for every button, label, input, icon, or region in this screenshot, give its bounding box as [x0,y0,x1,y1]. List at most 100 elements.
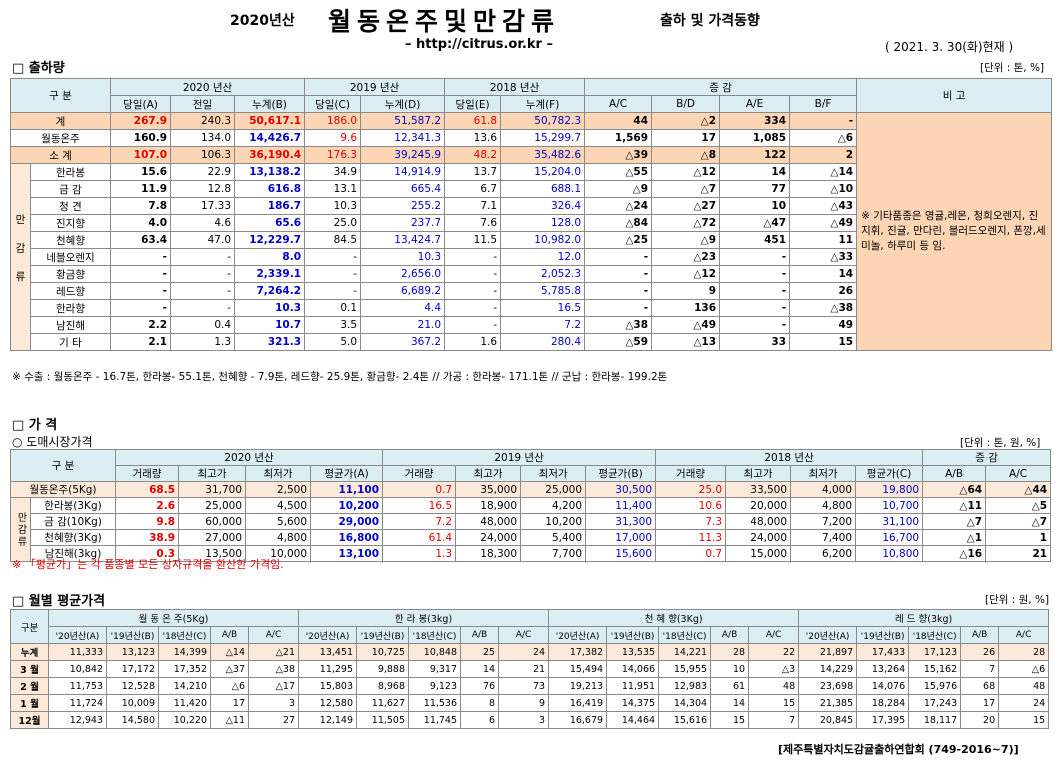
cell: △84 [584,214,653,232]
cell: 8,968 [356,677,410,695]
cell: 267.9 [110,112,172,130]
cell: 1,085 [719,129,791,147]
cell: 280.4 [500,333,586,351]
cell: - [110,299,172,317]
doc-subtitle: 출하 및 가격동향 [660,13,760,29]
cell: 11,536 [408,694,462,712]
cell: 36,190.4 [234,146,306,164]
cell: 31,100 [855,513,924,530]
cell: - [719,316,791,334]
cell: 23,698 [798,677,858,695]
cell: △55 [584,163,653,181]
cell: 21 [985,545,1052,562]
cell: 11.9 [110,180,172,198]
cell: 24,000 [725,529,792,546]
cell: 26 [789,282,858,300]
cell: △13 [651,333,721,351]
cell: 15.6 [110,163,172,181]
header-cell: 평균가(B) [585,465,657,482]
row: 계 267.9 240.3 50,617.1 186.0 51,587.2 61.8 50,7… [9,112,1053,351]
cell: △11 [922,497,987,514]
cell: 6.7 [444,180,502,198]
cell: 16.5 [382,497,457,514]
header-cell: 구 분 [9,449,117,482]
cell: 22.9 [170,163,236,181]
cell: △12 [651,265,721,283]
monthly-table: 구분 월 동 온 주(5Kg) 한 라 봉(3kg) 천 혜 향(3Kg) 레 드 향(… [10,609,1050,729]
header-cell: 평균가(A) [310,465,384,482]
cell: 31,300 [585,513,657,530]
cell: 0.7 [655,545,727,562]
cell: 16,700 [855,529,924,546]
cell: △10 [789,180,858,198]
cell: 14,464 [606,711,660,729]
cell: 12,341.3 [360,129,446,147]
header-cell: 2020 년산 [115,449,384,466]
cell: 0.3 [115,545,180,562]
cell: 30,500 [585,481,657,498]
cell: 2 [789,146,858,164]
cell: 14,304 [658,694,712,712]
row-label: 기 타 [29,333,112,351]
cell: 9 [651,282,721,300]
cell: 11,753 [48,677,107,695]
header-cell: 2020 년산 [110,78,306,96]
cell: - [304,265,362,283]
cell: 16,679 [548,711,608,729]
cell: 4.6 [170,214,236,232]
cell: 10,848 [408,643,462,661]
cell: - [304,282,362,300]
cell: 12,229.7 [234,231,306,249]
cell: 48 [748,677,800,695]
cell: △14 [789,163,858,181]
cell: 10,009 [106,694,159,712]
header-cell: 2018 년산 [655,449,924,466]
cell: 15 [998,711,1050,729]
cell: 688.1 [500,180,586,198]
cell: 10,842 [48,660,107,678]
doc-title: 월동온주및만감류 [328,7,561,36]
cell: △47 [719,214,791,232]
note: ※ 「평균가」는 각 품종별 모든 상자규격을 환산한 가격임. [12,558,284,571]
cell: 10,982.0 [500,231,586,249]
cell: △14 [210,643,249,661]
header-cell: A/B [460,626,500,644]
row-label: 진지향 [29,214,112,232]
cell: 11,951 [606,677,660,695]
header-row: 구 분 2020 년산 2019 년산 2018 년산 증 감 [9,449,1052,482]
cell: △9 [651,231,721,249]
cell: 9.8 [115,513,180,530]
cell: 1.3 [382,545,457,562]
cell: 237.7 [360,214,446,232]
cell: 48,000 [725,513,792,530]
row: 소 계 107.0 106.3 36,190.4 176.3 39,245.9 48.2 35… [9,146,1052,164]
cell: 8 [460,694,500,712]
header-cell: 2018 년산 [444,78,586,96]
cell: - [110,248,172,266]
cell: 25,000 [520,481,587,498]
row: 천혜향(3Kg) 38.9 27,000 4,800 16,800 61.4 24,000 5… [11,529,1052,546]
cell: 5.0 [304,333,362,351]
cell: 21.0 [360,316,446,334]
cell: △7 [985,513,1052,530]
cell: 616.8 [234,180,306,198]
cell: 12,943 [48,711,107,729]
cell: 29,000 [310,513,384,530]
cell: 11,724 [48,694,107,712]
header-cell: 거래량 [655,465,727,482]
cell: 10,000 [245,545,312,562]
cell: 13,264 [856,660,910,678]
cell: - [584,265,653,283]
cell: 16,800 [310,529,384,546]
cell: 50,617.1 [234,112,306,130]
cell: 51,587.2 [360,112,446,130]
cell: 0.7 [382,481,457,498]
header-cell: A/C [998,626,1050,644]
cell: 18,300 [455,545,522,562]
header-cell: '20년산(A) [298,626,358,644]
header-cell: A/C [748,626,800,644]
cell: 18,900 [455,497,522,514]
header-cell: '18년산(C) [158,626,211,644]
cell: 14 [719,163,791,181]
